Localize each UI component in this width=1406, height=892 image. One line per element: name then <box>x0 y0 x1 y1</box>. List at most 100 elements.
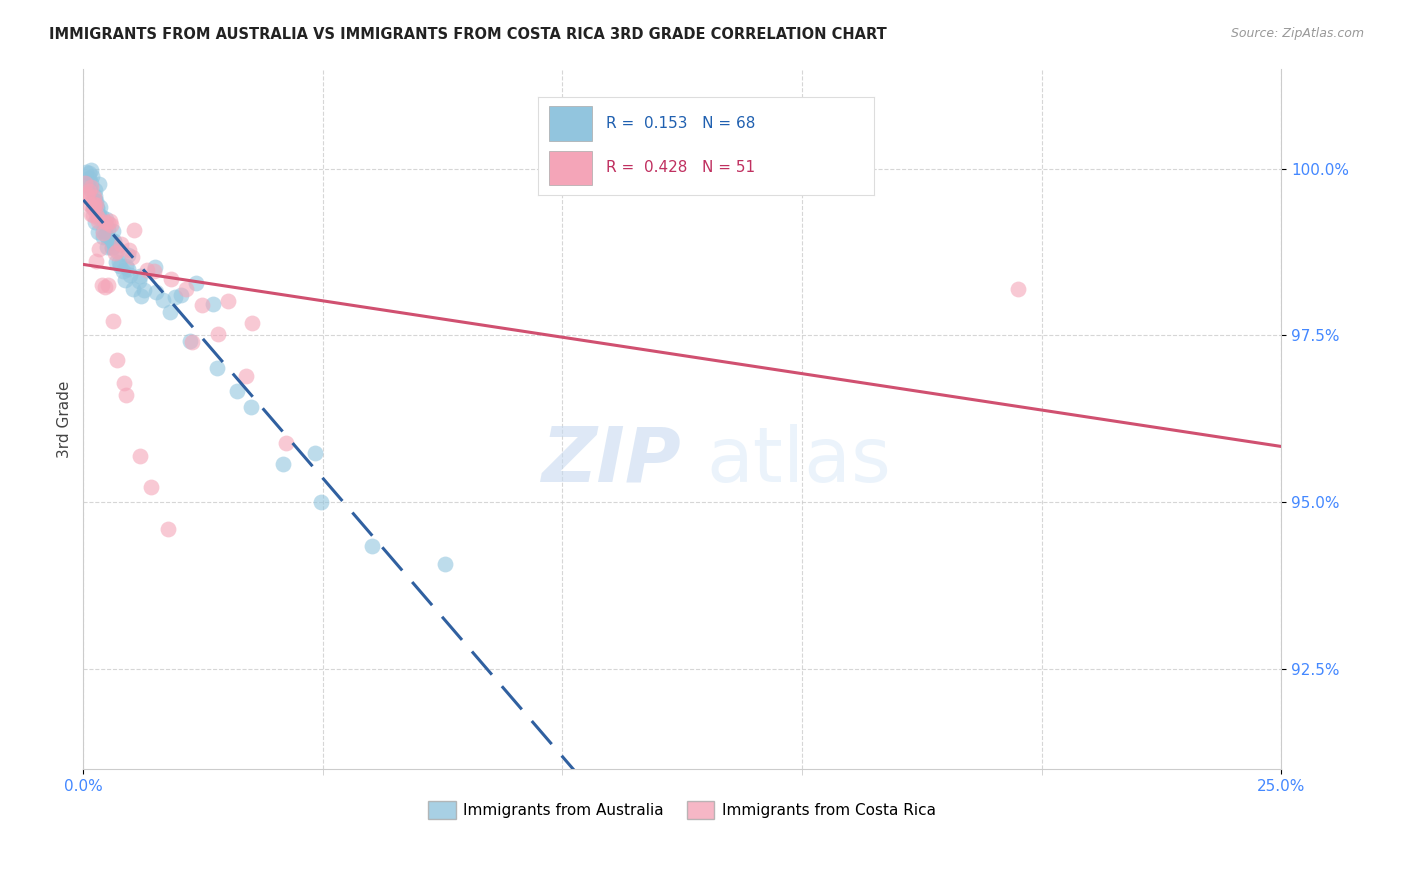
Point <box>309 494 332 508</box>
Text: ZIP: ZIP <box>543 424 682 498</box>
Point <box>120 268 142 283</box>
Point <box>191 298 214 312</box>
Point <box>115 388 138 402</box>
Point <box>101 235 124 250</box>
Point <box>142 264 165 278</box>
Point <box>80 179 103 194</box>
Text: atlas: atlas <box>706 424 891 498</box>
Point <box>83 188 105 202</box>
Point <box>83 194 105 208</box>
Point <box>271 458 294 472</box>
Point <box>83 189 105 203</box>
Point <box>87 214 110 228</box>
Point <box>124 223 146 237</box>
Point <box>89 211 111 225</box>
Point <box>179 334 201 348</box>
Point <box>235 368 257 383</box>
Point <box>152 293 174 307</box>
Point <box>117 248 139 262</box>
Point <box>73 176 96 190</box>
Point <box>76 186 98 201</box>
Point <box>205 360 228 375</box>
Point <box>94 219 117 234</box>
Point <box>80 176 103 190</box>
Text: IMMIGRANTS FROM AUSTRALIA VS IMMIGRANTS FROM COSTA RICA 3RD GRADE CORRELATION CH: IMMIGRANTS FROM AUSTRALIA VS IMMIGRANTS … <box>49 27 887 42</box>
Point <box>83 196 105 211</box>
Point <box>97 216 120 230</box>
Point <box>84 198 107 212</box>
Point <box>87 242 110 256</box>
Point <box>112 376 135 390</box>
Point <box>94 280 117 294</box>
Point <box>105 352 128 367</box>
Point <box>96 212 118 227</box>
Point <box>77 171 100 186</box>
Point <box>101 224 124 238</box>
Point <box>87 225 110 239</box>
Point <box>89 200 111 214</box>
Point <box>86 202 108 216</box>
Point <box>217 294 239 309</box>
Point <box>110 236 132 251</box>
Point <box>100 218 122 232</box>
Point <box>103 234 125 248</box>
Point <box>87 177 110 191</box>
Point <box>128 274 150 288</box>
Point <box>135 262 157 277</box>
Point <box>97 277 120 292</box>
Point <box>82 208 104 222</box>
Legend: Immigrants from Australia, Immigrants from Costa Rica: Immigrants from Australia, Immigrants fr… <box>422 795 942 825</box>
Point <box>87 208 110 222</box>
Point <box>274 435 297 450</box>
Point <box>82 201 104 215</box>
Point <box>121 250 143 264</box>
Point <box>128 269 150 284</box>
Point <box>87 211 110 226</box>
Point <box>105 255 128 269</box>
Point <box>97 222 120 236</box>
Point <box>159 272 181 286</box>
Point <box>84 207 107 221</box>
Point <box>77 166 100 180</box>
Point <box>100 233 122 247</box>
Point <box>304 446 326 460</box>
Point <box>108 259 131 273</box>
Point <box>75 164 97 178</box>
Point <box>96 240 118 254</box>
Point <box>105 244 128 259</box>
Point <box>84 183 107 197</box>
Text: Source: ZipAtlas.com: Source: ZipAtlas.com <box>1230 27 1364 40</box>
Point <box>114 273 136 287</box>
Point <box>86 201 108 215</box>
Point <box>143 260 166 274</box>
Point <box>240 316 263 330</box>
Point <box>103 314 125 328</box>
Point <box>170 287 193 301</box>
Point <box>117 262 139 277</box>
Point <box>104 245 127 260</box>
Point <box>433 558 456 572</box>
Point <box>108 255 131 269</box>
Point <box>239 401 262 415</box>
Point <box>104 240 127 254</box>
Point <box>141 480 163 494</box>
Point <box>145 285 167 300</box>
Y-axis label: 3rd Grade: 3rd Grade <box>58 380 72 458</box>
Point <box>121 282 143 296</box>
Point <box>86 253 108 268</box>
Point <box>77 196 100 211</box>
Point <box>118 244 141 258</box>
Point <box>79 182 101 196</box>
Point <box>186 277 208 291</box>
Point <box>111 264 134 278</box>
Point <box>93 229 115 244</box>
Point <box>1007 282 1029 296</box>
Point <box>83 198 105 212</box>
Point <box>96 230 118 244</box>
Point <box>225 384 247 399</box>
Point <box>100 240 122 254</box>
Point <box>76 189 98 203</box>
Point <box>80 169 103 184</box>
Point <box>91 227 114 241</box>
Point <box>82 200 104 214</box>
